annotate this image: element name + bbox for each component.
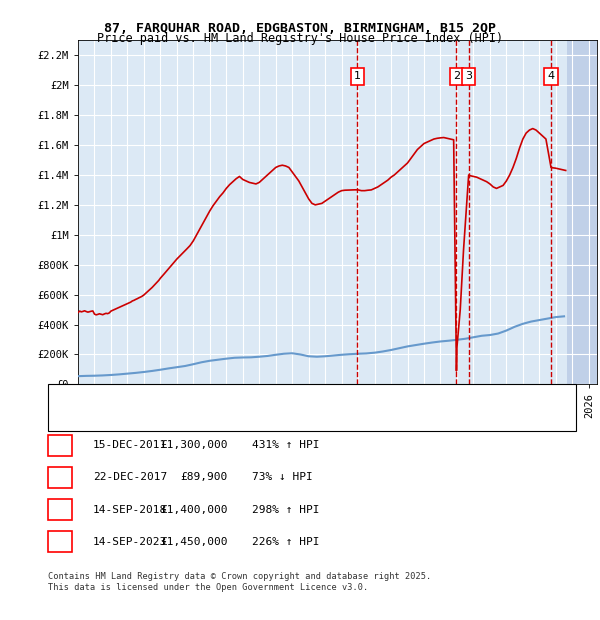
- Text: 87, FARQUHAR ROAD, EDGBASTON, BIRMINGHAM, B15 2QP (detached house): 87, FARQUHAR ROAD, EDGBASTON, BIRMINGHAM…: [93, 387, 481, 397]
- Text: 4: 4: [56, 537, 64, 547]
- Text: 3: 3: [56, 505, 64, 515]
- Text: 431% ↑ HPI: 431% ↑ HPI: [252, 440, 320, 450]
- Text: £1,400,000: £1,400,000: [161, 505, 228, 515]
- Text: 2: 2: [56, 472, 64, 482]
- Text: ——: ——: [60, 385, 88, 399]
- Text: 4: 4: [547, 71, 554, 81]
- Text: 14-SEP-2023: 14-SEP-2023: [93, 537, 167, 547]
- Text: £1,300,000: £1,300,000: [161, 440, 228, 450]
- Text: 73% ↓ HPI: 73% ↓ HPI: [252, 472, 313, 482]
- Text: 87, FARQUHAR ROAD, EDGBASTON, BIRMINGHAM, B15 2QP: 87, FARQUHAR ROAD, EDGBASTON, BIRMINGHAM…: [104, 22, 496, 35]
- Text: £1,450,000: £1,450,000: [161, 537, 228, 547]
- Text: HPI: Average price, detached house, Birmingham: HPI: Average price, detached house, Birm…: [93, 417, 363, 427]
- Text: Contains HM Land Registry data © Crown copyright and database right 2025.
This d: Contains HM Land Registry data © Crown c…: [48, 572, 431, 591]
- Text: 226% ↑ HPI: 226% ↑ HPI: [252, 537, 320, 547]
- Text: 2: 2: [453, 71, 460, 81]
- Text: £89,900: £89,900: [181, 472, 228, 482]
- Text: Price paid vs. HM Land Registry's House Price Index (HPI): Price paid vs. HM Land Registry's House …: [97, 32, 503, 45]
- Text: 22-DEC-2017: 22-DEC-2017: [93, 472, 167, 482]
- Text: 1: 1: [354, 71, 361, 81]
- Text: 298% ↑ HPI: 298% ↑ HPI: [252, 505, 320, 515]
- Bar: [568, 40, 597, 384]
- Text: 1: 1: [56, 440, 64, 450]
- Text: ——: ——: [60, 415, 88, 429]
- Text: 3: 3: [465, 71, 472, 81]
- Text: 14-SEP-2018: 14-SEP-2018: [93, 505, 167, 515]
- Text: 15-DEC-2011: 15-DEC-2011: [93, 440, 167, 450]
